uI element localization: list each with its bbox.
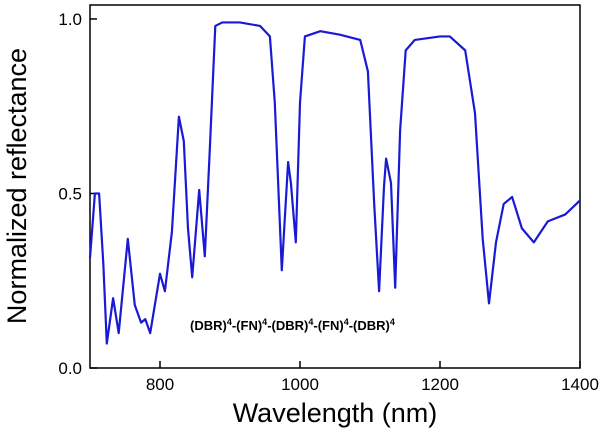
annotation-part: 4: [344, 317, 349, 327]
x-tick-label: 1400: [561, 375, 599, 394]
plot-frame: [89, 4, 581, 369]
y-tick-label: 0.5: [58, 184, 82, 203]
annotation-part: 4: [262, 317, 267, 327]
y-axis-label: Normalized reflectance: [2, 48, 32, 324]
x-tick-label: 1000: [281, 375, 319, 394]
line: [88, 21, 581, 345]
y-tick-label: 0.0: [58, 359, 82, 378]
annotation-part: -(FN): [232, 318, 262, 333]
annotation-part: (DBR): [190, 318, 227, 333]
x-tick-label: 800: [146, 375, 174, 394]
annotation-part: -(DBR): [267, 318, 308, 333]
annotation-part: -(DBR): [349, 318, 390, 333]
x-axis-label: Wavelength (nm): [233, 398, 438, 428]
annotation-part: 4: [308, 317, 313, 327]
annotation-part: 4: [390, 317, 395, 327]
annotation-part: 4: [227, 317, 232, 327]
annotation: (DBR)4-(FN)4-(DBR)4-(FN)4-(DBR)4: [190, 317, 395, 333]
x-tick-label: 1200: [421, 375, 459, 394]
annotation-part: -(FN): [313, 318, 343, 333]
y-tick-label: 1.0: [58, 10, 82, 29]
